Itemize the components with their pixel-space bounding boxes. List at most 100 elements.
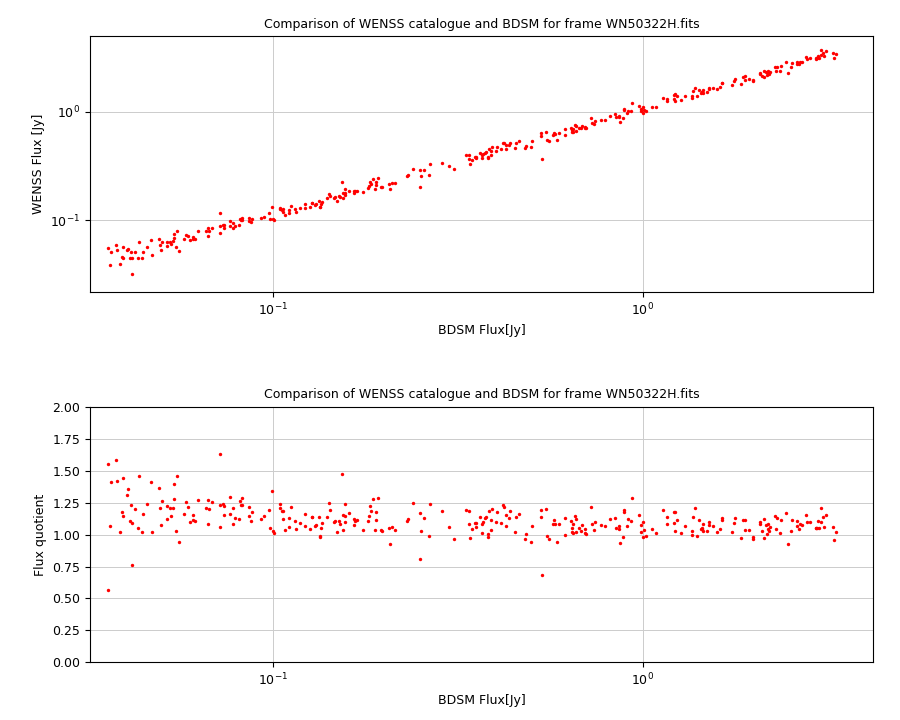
Point <box>760 523 775 535</box>
Point <box>297 199 311 210</box>
Point <box>795 56 809 68</box>
Point <box>497 502 511 513</box>
Point <box>298 202 312 214</box>
Point <box>574 122 589 134</box>
Point <box>477 513 491 524</box>
Point <box>539 503 554 515</box>
Point <box>631 101 645 112</box>
Point <box>441 161 455 172</box>
Point <box>512 508 526 520</box>
Point <box>135 508 149 520</box>
Point <box>578 523 592 534</box>
Point <box>499 140 513 151</box>
Point <box>422 169 436 181</box>
Point <box>588 516 602 528</box>
Point <box>216 219 230 230</box>
Point <box>661 95 675 107</box>
Point <box>815 48 830 59</box>
Point <box>368 183 382 194</box>
Point <box>565 123 580 135</box>
Point <box>347 185 362 197</box>
Point <box>201 222 215 234</box>
Point <box>468 151 482 163</box>
Point <box>473 512 488 523</box>
Point <box>312 202 327 213</box>
Point <box>565 126 580 138</box>
Point <box>297 509 311 521</box>
Point <box>166 235 180 246</box>
Point <box>685 91 699 102</box>
Point <box>691 84 706 96</box>
Point <box>265 485 279 497</box>
Point <box>490 507 504 518</box>
Point <box>261 207 275 219</box>
Point <box>283 521 297 533</box>
Point <box>446 163 461 175</box>
Point <box>540 135 554 146</box>
Point <box>435 505 449 517</box>
Point <box>536 153 550 165</box>
Point <box>645 523 660 535</box>
Point <box>620 521 634 532</box>
Point <box>715 512 729 523</box>
Point <box>558 123 572 135</box>
Point <box>254 212 268 224</box>
Point <box>803 53 817 64</box>
Point <box>635 107 650 119</box>
Point <box>475 518 490 530</box>
Point <box>746 531 760 543</box>
Point <box>201 518 215 530</box>
Y-axis label: Flux quotient: Flux quotient <box>33 493 47 576</box>
Point <box>338 184 352 195</box>
Point <box>201 495 215 506</box>
Point <box>469 153 483 164</box>
Point <box>670 514 685 526</box>
Point <box>369 507 383 518</box>
Point <box>696 84 710 96</box>
Point <box>534 127 548 139</box>
Point <box>728 513 742 524</box>
Point <box>400 515 414 526</box>
Point <box>293 518 308 529</box>
Point <box>356 524 370 536</box>
Point <box>335 469 349 480</box>
Point <box>122 516 137 527</box>
Point <box>276 513 291 524</box>
Point <box>468 517 482 528</box>
Point <box>154 244 168 256</box>
Point <box>244 515 258 526</box>
Point <box>735 71 750 83</box>
Point <box>769 65 783 76</box>
Point <box>763 521 778 533</box>
Point <box>125 518 140 529</box>
Point <box>109 239 123 251</box>
Point <box>525 521 539 532</box>
Point <box>540 530 554 541</box>
Point <box>690 530 705 541</box>
Point <box>462 153 476 165</box>
Point <box>685 526 699 537</box>
Point <box>303 523 318 535</box>
Point <box>166 503 180 514</box>
Point <box>309 520 323 531</box>
Point <box>649 527 663 539</box>
Point <box>204 496 219 508</box>
Point <box>812 52 826 63</box>
Point <box>518 140 533 152</box>
Point <box>631 509 645 521</box>
Point <box>616 104 631 116</box>
Point <box>375 181 390 192</box>
Point <box>315 196 329 207</box>
Point <box>660 511 674 523</box>
Point <box>308 520 322 531</box>
Point <box>792 58 806 70</box>
Point <box>608 512 623 523</box>
Point <box>485 142 500 153</box>
Point <box>668 96 682 107</box>
Point <box>303 202 318 213</box>
Point <box>734 78 748 90</box>
Point <box>276 204 291 215</box>
Point <box>374 181 389 193</box>
Point <box>759 519 773 531</box>
Point <box>634 103 648 114</box>
